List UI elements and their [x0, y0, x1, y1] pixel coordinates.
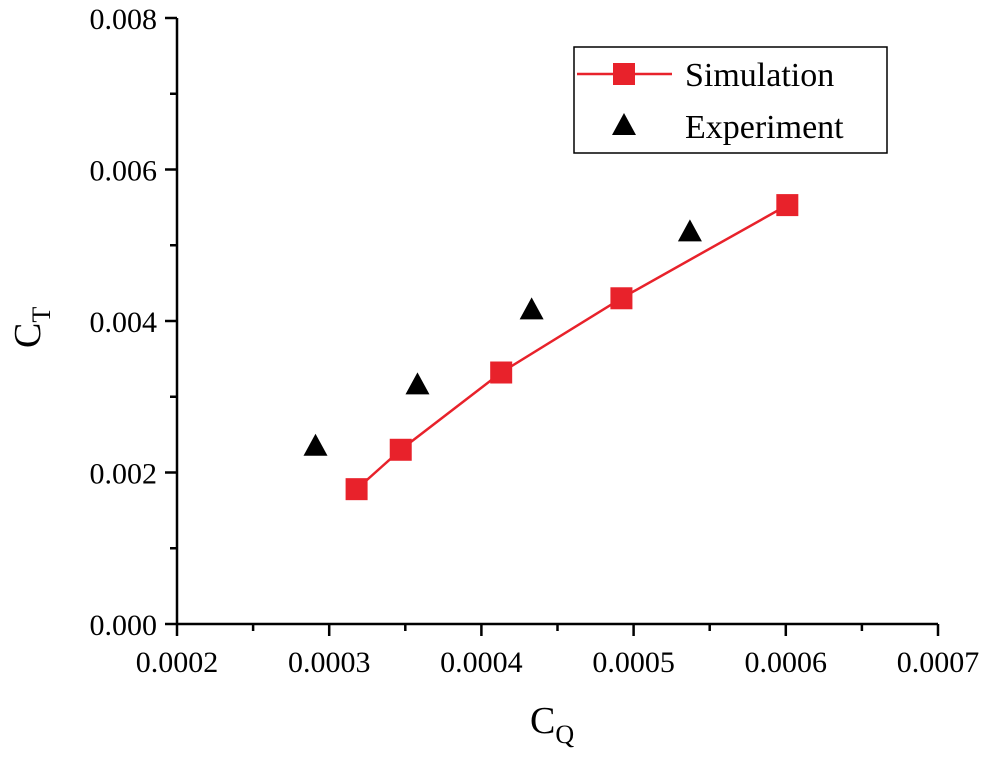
series-experiment: [303, 219, 702, 456]
legend-experiment-label: Experiment: [685, 109, 844, 146]
x-axis-title: CQ: [530, 700, 574, 749]
simulation-line: [355, 204, 788, 491]
y-axis-title-sub: T: [27, 307, 56, 323]
x-tick-label: 0.0004: [440, 646, 523, 679]
x-tick-label: 0.0003: [288, 646, 371, 679]
y-tick-label: 0.004: [90, 306, 158, 339]
svg-text:CQ: CQ: [530, 700, 574, 749]
simulation-point: [610, 287, 633, 310]
legend-simulation-marker: [613, 63, 635, 85]
x-tick-label: 0.0002: [136, 646, 219, 679]
ticks: 0.0002 0.0003 0.0004 0.0005 0.0006 0.0007 0.00…: [90, 3, 980, 679]
legend: Simulation Experiment: [573, 46, 888, 154]
legend-simulation-label: Simulation: [685, 57, 834, 94]
x-axis-title-sub: Q: [555, 720, 574, 749]
experiment-point: [519, 297, 544, 320]
y-tick-label: 0.008: [90, 3, 158, 36]
experiment-point: [677, 219, 702, 242]
experiment-point: [405, 372, 430, 395]
simulation-point: [490, 361, 513, 384]
series-layer: [303, 194, 799, 501]
x-axis-title-main: C: [530, 700, 555, 742]
legend-experiment-marker: [612, 113, 636, 135]
simulation-point: [345, 478, 368, 501]
x-tick-label: 0.0006: [745, 646, 828, 679]
y-axis-title-main: C: [7, 323, 49, 348]
series-simulation: [345, 194, 799, 501]
y-axis-title: CT: [7, 307, 56, 348]
simulation-point: [389, 438, 412, 461]
simulation-point: [776, 194, 799, 217]
y-tick-label: 0.000: [90, 609, 158, 642]
y-tick-label: 0.006: [90, 155, 158, 188]
x-tick-label: 0.0007: [897, 646, 980, 679]
experiment-point: [303, 433, 328, 456]
x-tick-label: 0.0005: [592, 646, 675, 679]
svg-text:CT: CT: [7, 307, 56, 348]
y-tick-label: 0.002: [90, 458, 158, 491]
